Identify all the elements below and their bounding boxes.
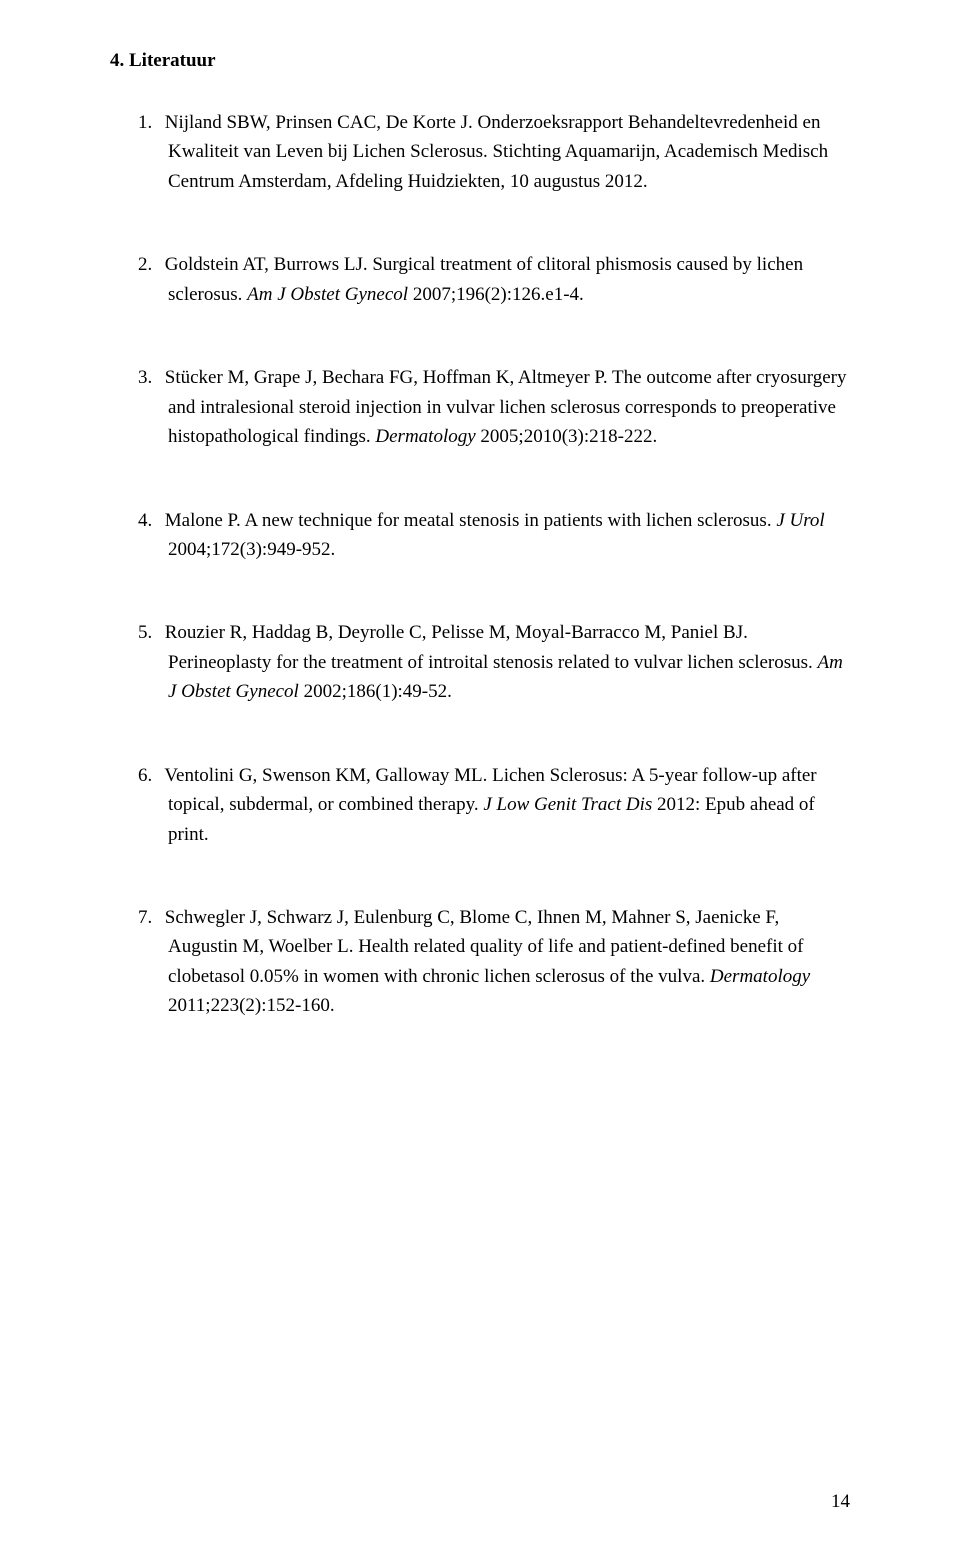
reference-item: 5. Rouzier R, Haddag B, Deyrolle C, Peli… [110,618,850,706]
reference-number: 1. [138,108,160,137]
reference-item: 4. Malone P. A new technique for meatal … [110,506,850,565]
reference-journal: Dermatology [375,426,475,447]
reference-number: 3. [138,363,160,392]
section-heading: 4. Literatuur [110,50,850,72]
reference-text: Malone P. A new technique for meatal ste… [165,510,777,531]
reference-journal: Dermatology [710,966,810,987]
reference-citation: 2007;196(2):126.e1-4. [408,284,584,305]
reference-number: 4. [138,506,160,535]
reference-item: 2. Goldstein AT, Burrows LJ. Surgical tr… [110,250,850,309]
reference-item: 3. Stücker M, Grape J, Bechara FG, Hoffm… [110,363,850,451]
reference-item: 1. Nijland SBW, Prinsen CAC, De Korte J.… [110,108,850,196]
reference-citation: 2005;2010(3):218-222. [476,426,658,447]
document-page: 4. Literatuur 1. Nijland SBW, Prinsen CA… [0,0,960,1543]
reference-journal: Am J Obstet Gynecol [247,284,408,305]
reference-journal: J Low Genit Tract Dis [483,794,652,815]
reference-citation: 2004;172(3):949-952. [168,539,335,560]
reference-number: 5. [138,618,160,647]
reference-number: 2. [138,250,160,279]
page-number: 14 [831,1491,850,1513]
reference-text: Schwegler J, Schwarz J, Eulenburg C, Blo… [165,907,804,987]
reference-citation: 2011;223(2):152-160. [168,995,335,1016]
reference-number: 6. [138,761,160,790]
reference-number: 7. [138,903,160,932]
reference-item: 7. Schwegler J, Schwarz J, Eulenburg C, … [110,903,850,1021]
reference-citation: 2002;186(1):49-52. [299,681,452,702]
reference-journal: J Urol [776,510,824,531]
reference-item: 6. Ventolini G, Swenson KM, Galloway ML.… [110,761,850,849]
reference-text: Rouzier R, Haddag B, Deyrolle C, Pelisse… [165,622,818,672]
reference-text: Nijland SBW, Prinsen CAC, De Korte J. On… [165,112,828,192]
reference-list: 1. Nijland SBW, Prinsen CAC, De Korte J.… [110,108,850,1021]
